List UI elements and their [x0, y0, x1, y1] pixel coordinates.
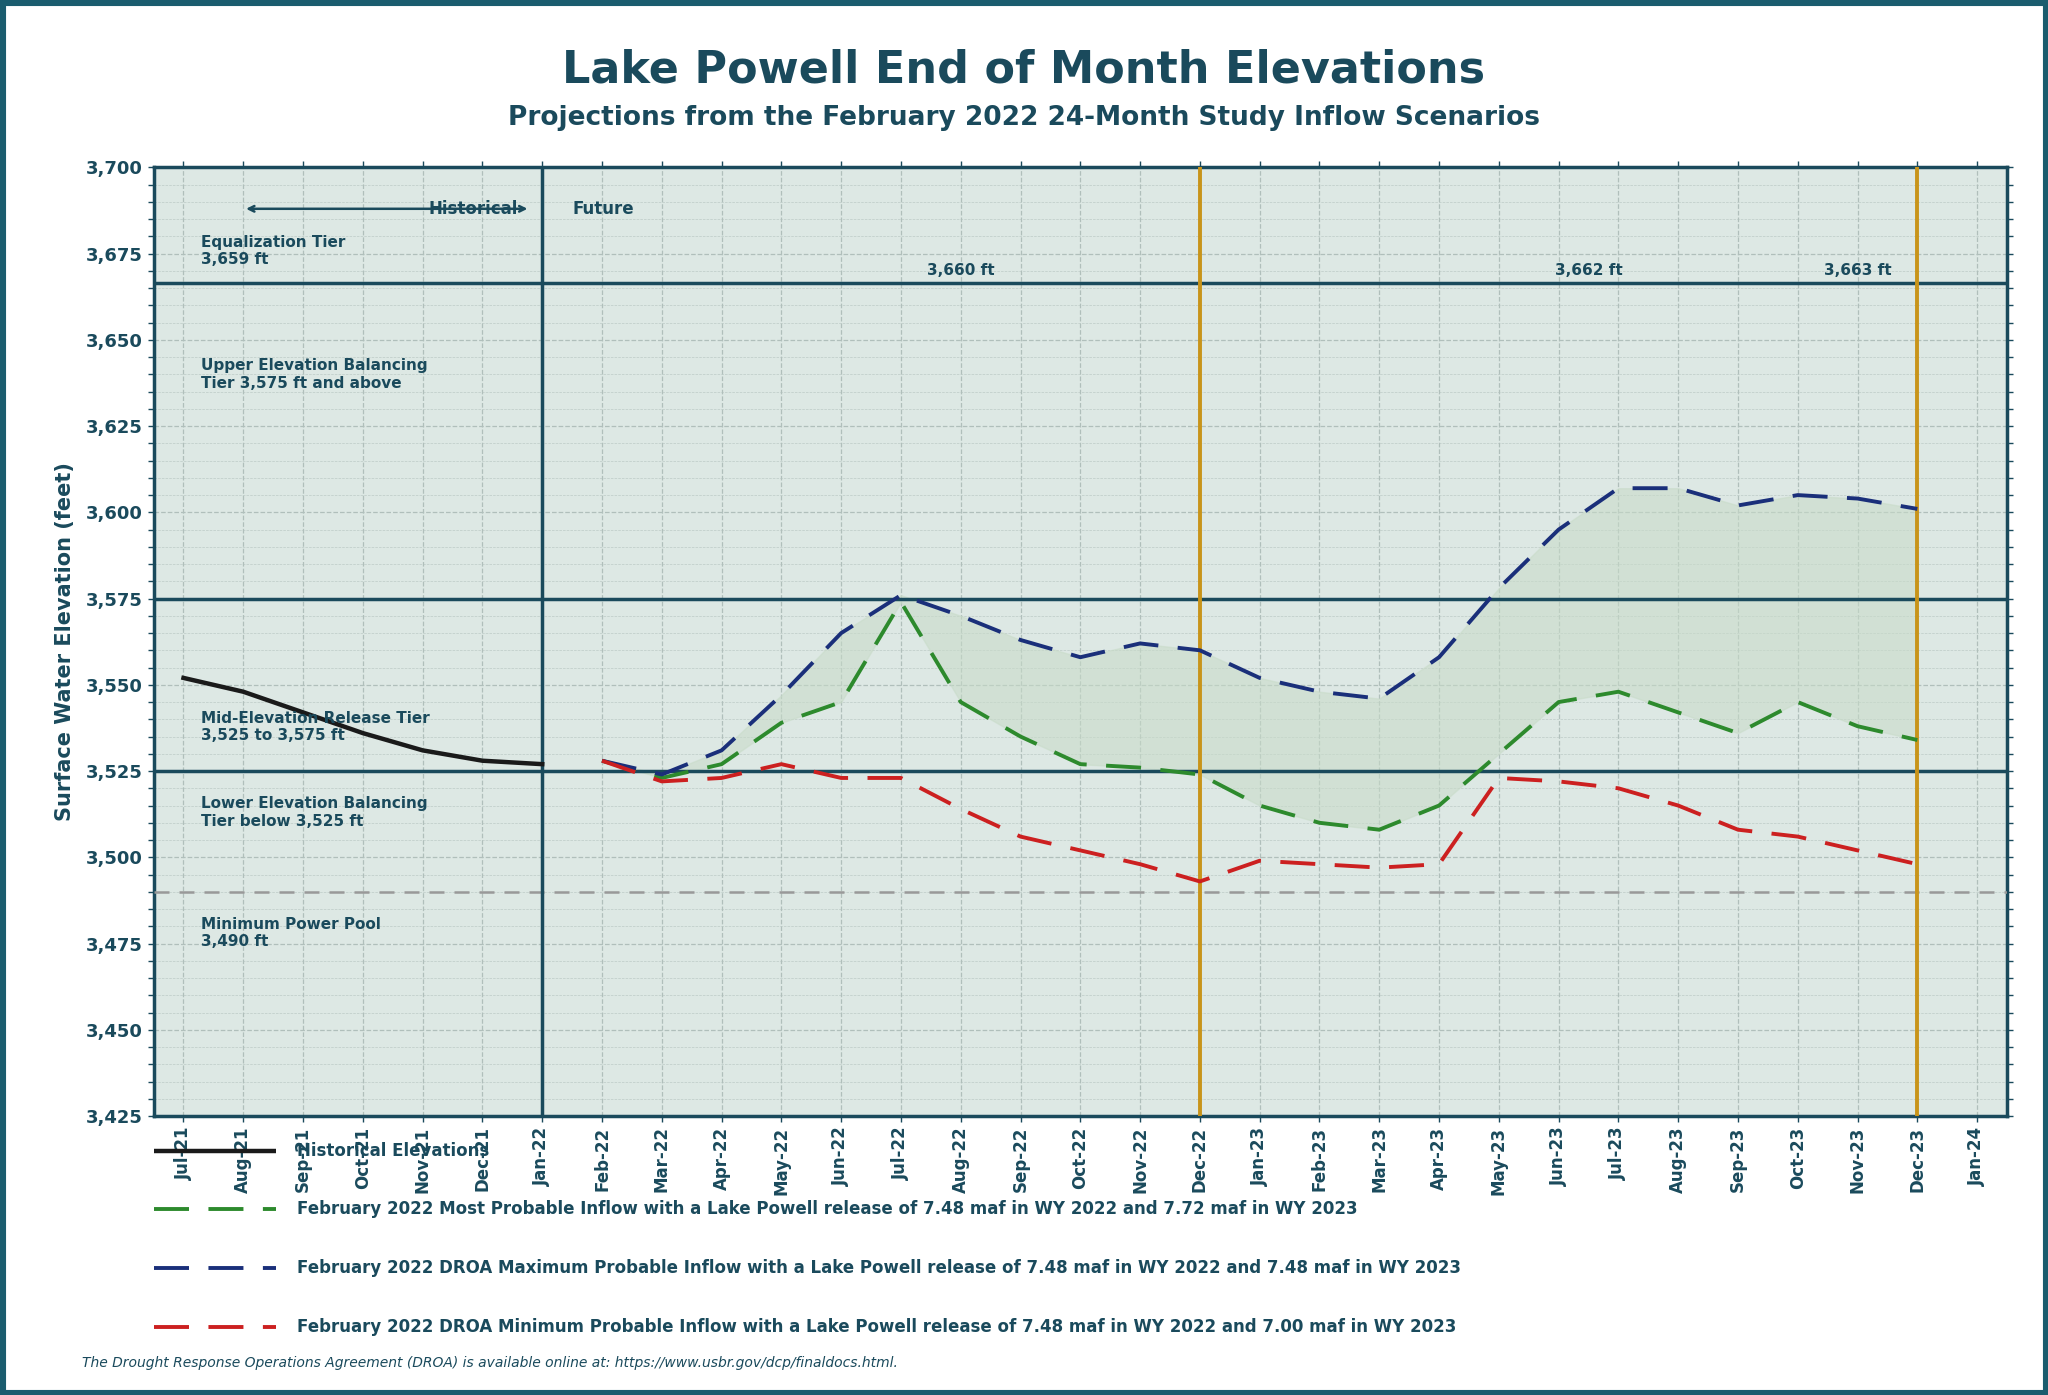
Text: Historical Elevations: Historical Elevations — [297, 1143, 489, 1159]
Text: February 2022 DROA Maximum Probable Inflow with a Lake Powell release of 7.48 ma: February 2022 DROA Maximum Probable Infl… — [297, 1260, 1460, 1276]
Text: Upper Elevation Balancing
Tier 3,575 ft and above: Upper Elevation Balancing Tier 3,575 ft … — [201, 359, 428, 391]
Text: Mid-Elevation Release Tier
3,525 to 3,575 ft: Mid-Elevation Release Tier 3,525 to 3,57… — [201, 711, 430, 744]
Text: Lake Powell End of Month Elevations: Lake Powell End of Month Elevations — [563, 49, 1485, 92]
Text: Future: Future — [571, 199, 633, 218]
Y-axis label: Surface Water Elevation (feet): Surface Water Elevation (feet) — [55, 462, 76, 822]
Text: 3,660 ft: 3,660 ft — [928, 262, 995, 278]
Text: February 2022 DROA Minimum Probable Inflow with a Lake Powell release of 7.48 ma: February 2022 DROA Minimum Probable Infl… — [297, 1318, 1456, 1335]
Text: Lower Elevation Balancing
Tier below 3,525 ft: Lower Elevation Balancing Tier below 3,5… — [201, 797, 428, 829]
Text: Minimum Power Pool
3,490 ft: Minimum Power Pool 3,490 ft — [201, 917, 381, 950]
Text: Projections from the February 2022 24-Month Study Inflow Scenarios: Projections from the February 2022 24-Mo… — [508, 105, 1540, 131]
Text: 3,663 ft: 3,663 ft — [1825, 262, 1892, 278]
Text: Historical: Historical — [428, 199, 518, 218]
Text: The Drought Response Operations Agreement (DROA) is available online at: https:/: The Drought Response Operations Agreemen… — [82, 1356, 897, 1370]
Text: Equalization Tier
3,659 ft: Equalization Tier 3,659 ft — [201, 234, 346, 268]
Text: February 2022 Most Probable Inflow with a Lake Powell release of 7.48 maf in WY : February 2022 Most Probable Inflow with … — [297, 1201, 1358, 1218]
Text: 3,662 ft: 3,662 ft — [1554, 262, 1622, 278]
